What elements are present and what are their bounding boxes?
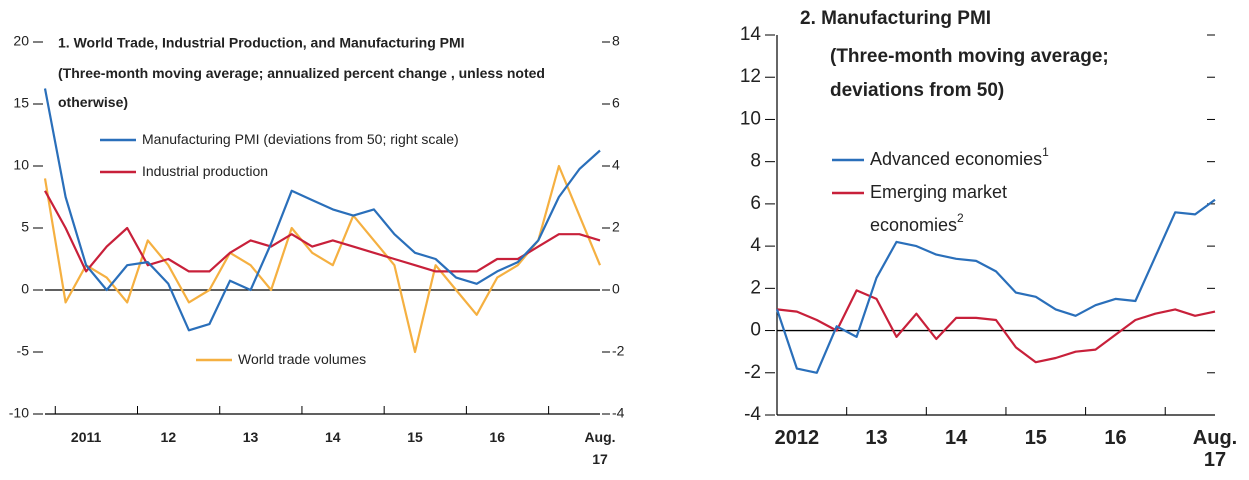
y-tick-label: 12: [740, 66, 761, 87]
y-tick-label: 15: [13, 95, 29, 111]
x-tick-label: 13: [865, 427, 887, 449]
y-tick-label: 0: [21, 281, 29, 297]
chart-title: 1. World Trade, Industrial Production, a…: [58, 35, 465, 51]
x-tick-label: 16: [1104, 427, 1126, 449]
y2-tick-label: 4: [612, 157, 620, 173]
x-tick-label: 13: [243, 429, 259, 445]
x-tick-label: 15: [1025, 427, 1047, 449]
x-tick-label: 15: [407, 429, 423, 445]
y-tick-label: -10: [9, 405, 29, 421]
legend-note: 2: [957, 211, 964, 225]
y2-tick-label: -4: [612, 405, 625, 421]
y2-tick-label: 2: [612, 219, 620, 235]
x-tick-label: 12: [161, 429, 177, 445]
y-tick-label: 0: [750, 320, 761, 341]
legend-label: World trade volumes: [238, 351, 366, 367]
series-line: [44, 190, 601, 273]
y-tick-label: 2: [750, 277, 761, 298]
x-tick-label: 2011: [71, 429, 102, 445]
series-line: [43, 164, 602, 354]
chart-title: 2. Manufacturing PMI: [800, 8, 991, 29]
x-tick-label: 14: [325, 429, 341, 445]
y-tick-label: 6: [750, 193, 761, 214]
y-tick-label: 5: [21, 219, 29, 235]
y-tick-label: -4: [744, 404, 761, 425]
x-tick-label: 2012: [775, 427, 820, 449]
y-tick-label: 8: [750, 151, 761, 172]
legend-label: Advanced economies1: [870, 145, 1049, 169]
legend-label: Manufacturing PMI (deviations from 50; r…: [142, 131, 459, 147]
x-tick-label: Aug. 17: [584, 429, 615, 467]
legend-note: 1: [1042, 145, 1049, 159]
y2-tick-label: -2: [612, 343, 625, 359]
y2-tick-label: 8: [612, 33, 620, 49]
legend-label: Industrial production: [142, 163, 268, 179]
x-tick-label: Aug. 17: [1193, 427, 1237, 471]
series-line: [43, 88, 601, 332]
y-tick-label: 10: [13, 157, 29, 173]
legend-label: Emerging market economies2: [870, 182, 1007, 235]
x-tick-label: 14: [945, 427, 968, 449]
y-tick-label: 20: [13, 33, 29, 49]
y-tick-label: 4: [750, 235, 761, 256]
x-tick-label: 16: [489, 429, 505, 445]
y2-tick-label: 0: [612, 281, 620, 297]
y-tick-label: 10: [740, 108, 761, 129]
y2-tick-label: 6: [612, 95, 620, 111]
chart-subtitle: (Three-month moving average; annualized …: [58, 65, 545, 110]
y-tick-label: -2: [744, 362, 761, 383]
series-line: [775, 198, 1216, 374]
chart-subtitle: (Three-month moving average; deviations f…: [830, 46, 1109, 101]
y-tick-label: -5: [17, 343, 30, 359]
series-line: [776, 289, 1216, 364]
y-tick-label: 14: [740, 24, 762, 45]
